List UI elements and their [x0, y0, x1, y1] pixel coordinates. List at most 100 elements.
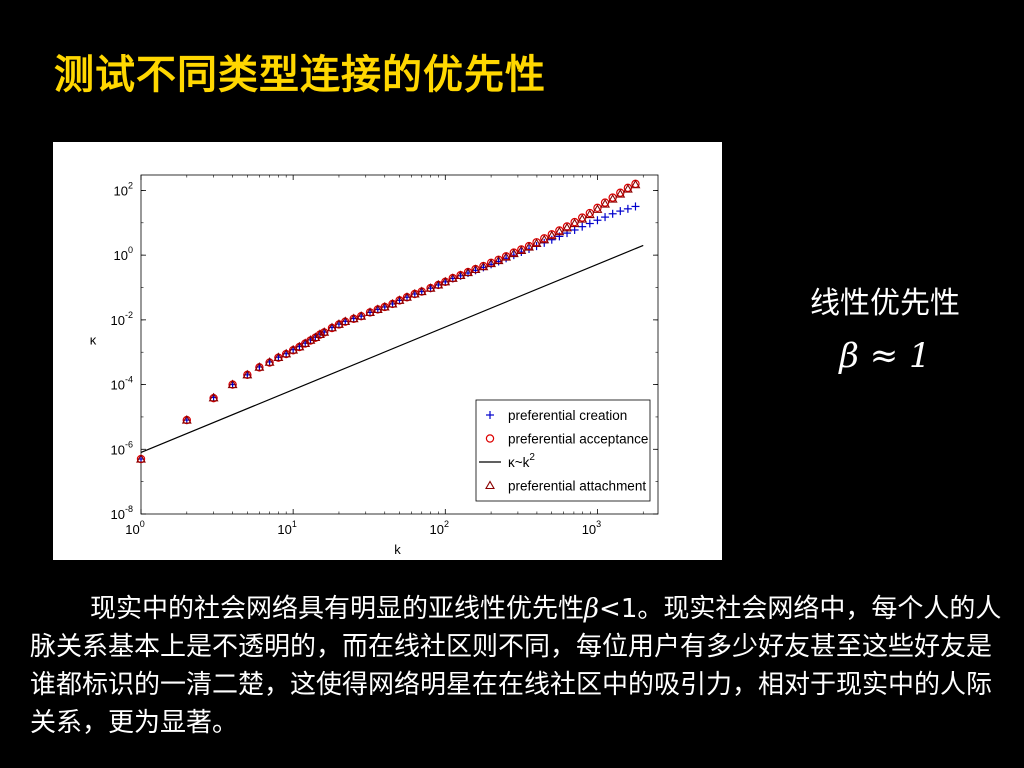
legend-label-text: preferential creation: [508, 408, 627, 423]
legend-box: [475, 399, 651, 502]
x-tick-label: 101: [277, 519, 296, 537]
x-tick-base: 10: [430, 522, 444, 537]
y-axis-label: κ: [90, 333, 97, 348]
legend-swatch-circle: [485, 434, 495, 443]
legend-label-sup: 2: [529, 452, 535, 463]
point-triangle: [615, 189, 626, 198]
point-plus: [608, 209, 617, 218]
legend-label: preferential acceptance: [508, 432, 648, 447]
point-triangle: [372, 304, 383, 313]
y-tick-exp: 0: [128, 245, 133, 255]
point-triangle: [356, 311, 367, 320]
point-triangle: [607, 193, 618, 203]
legend-label: κ~k2: [508, 452, 535, 470]
point-plus: [623, 204, 632, 213]
chart-panel: 100 101 102 103 10-8 10-6 10-4 10-2 100 102 k κ pref…: [53, 142, 722, 560]
point-triangle: [319, 327, 330, 336]
point-triangle: [478, 261, 489, 271]
legend-label: preferential creation: [508, 408, 627, 423]
point-triangle: [264, 357, 275, 366]
y-tick-label: 100: [114, 245, 133, 263]
point-triangle: [546, 230, 557, 240]
point-triangle: [379, 301, 390, 311]
point-triangle: [425, 283, 436, 292]
y-tick-base: 10: [111, 378, 125, 393]
point-triangle: [622, 183, 633, 193]
point-plus: [585, 219, 594, 228]
x-tick-base: 10: [582, 522, 596, 537]
point-triangle: [569, 218, 580, 228]
point-triangle: [340, 316, 351, 326]
side-note-title: 线性优先性: [810, 286, 960, 321]
y-tick-label: 10-2: [111, 310, 133, 328]
point-triangle: [433, 279, 444, 289]
point-triangle: [508, 248, 519, 258]
point-plus: [570, 225, 579, 234]
legend-label-text: preferential attachment: [508, 479, 646, 494]
point-plus: [616, 207, 625, 216]
point-triangle: [455, 270, 466, 280]
point-triangle: [501, 251, 512, 261]
x-tick-label: 102: [430, 519, 449, 537]
point-triangle: [136, 453, 146, 463]
reference-line: [140, 244, 644, 453]
side-note: 线性优先性 β ≈ 1: [770, 278, 1000, 376]
point-triangle: [577, 213, 588, 223]
point-triangle: [600, 198, 611, 208]
point-triangle: [493, 255, 504, 265]
legend-label-text: κ~k: [508, 455, 530, 470]
point-triangle: [402, 292, 412, 301]
y-tick-base: 10: [114, 183, 128, 198]
point-triangle: [440, 276, 451, 286]
slide-title: 测试不同类型连接的优先性: [54, 52, 546, 98]
point-triangle: [334, 319, 344, 328]
point-triangle: [327, 322, 337, 332]
point-triangle: [281, 348, 292, 358]
body-paragraph: 现实中的社会网络具有明显的亚线性优先性β<1。现实社会网络中，每个人的人脉关系基…: [30, 590, 1005, 742]
para-beta-symbol: β: [584, 594, 600, 624]
point-plus: [547, 235, 556, 244]
point-triangle: [273, 352, 284, 361]
point-plus: [631, 202, 640, 211]
point-triangle: [630, 179, 641, 189]
x-tick-label: 103: [582, 519, 601, 537]
x-tick-label: 100: [125, 519, 144, 537]
point-triangle: [463, 267, 473, 277]
point-triangle: [208, 392, 219, 402]
y-tick-label: 10-8: [111, 504, 133, 522]
point-triangle: [531, 238, 542, 247]
x-tick-base: 10: [277, 522, 291, 537]
x-tick-exp: 3: [596, 519, 601, 529]
y-tick-exp: -4: [125, 375, 133, 385]
point-triangle: [242, 369, 253, 379]
y-tick-label: 102: [114, 180, 133, 198]
point-triangle: [524, 241, 534, 251]
y-tick-exp: -2: [125, 310, 133, 320]
legend-label-text: preferential acceptance: [508, 432, 648, 447]
side-note-formula: β ≈ 1: [839, 336, 931, 376]
point-triangle: [254, 362, 265, 371]
point-triangle: [305, 335, 316, 344]
loglog-chart: 100 101 102 10310-810-610-410-2100102kκpref…: [90, 174, 659, 557]
x-tick-exp: 0: [140, 519, 145, 529]
x-axis-label: k: [394, 542, 401, 557]
point-triangle: [227, 379, 238, 389]
point-triangle: [486, 258, 497, 268]
point-triangle: [387, 298, 398, 308]
point-triangle: [348, 313, 359, 323]
point-triangle: [447, 273, 458, 282]
point-triangle: [554, 226, 565, 236]
point-circle: [593, 203, 602, 213]
point-triangle: [409, 288, 420, 298]
y-tick-base: 10: [111, 442, 125, 457]
y-tick-exp: -8: [125, 504, 133, 514]
y-tick-exp: 2: [128, 180, 133, 190]
para-text-pre: 现实中的社会网络具有明显的亚线性优先性: [90, 594, 585, 624]
point-triangle: [365, 307, 375, 316]
point-triangle: [584, 209, 595, 219]
legend-swatch-triangle: [485, 480, 495, 490]
point-plus: [601, 213, 610, 222]
y-tick-base: 10: [111, 313, 125, 328]
y-tick-label: 10-4: [111, 375, 133, 393]
point-triangle: [470, 264, 481, 274]
